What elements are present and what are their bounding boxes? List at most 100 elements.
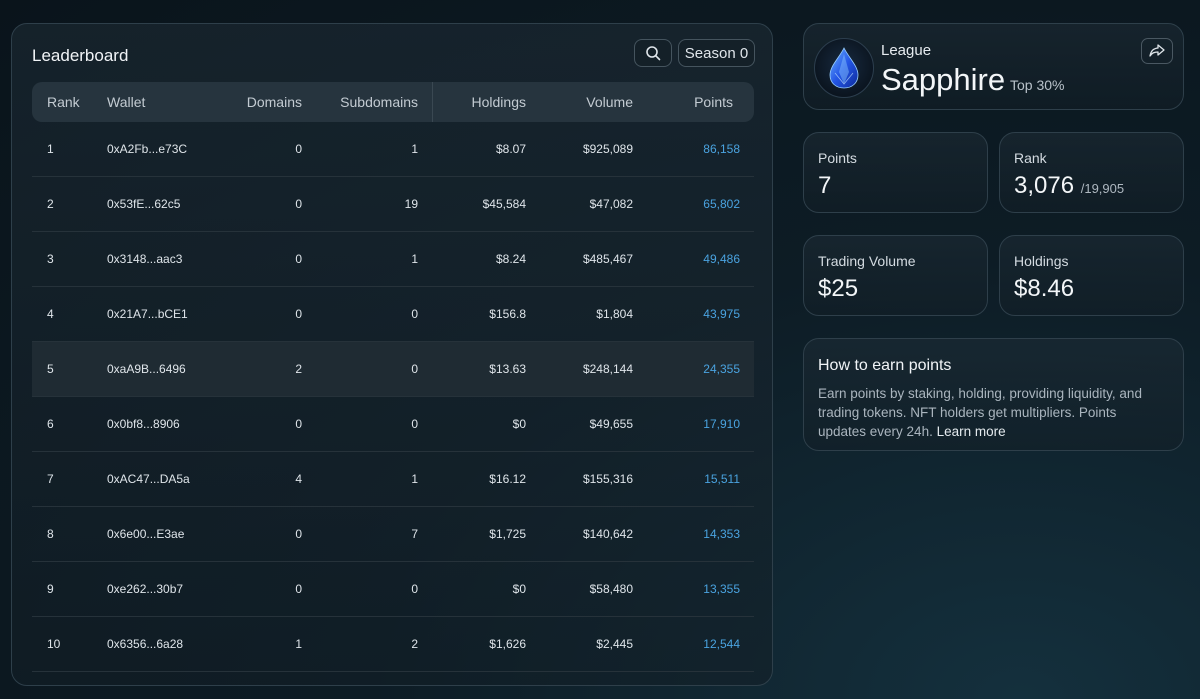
column-header-rank[interactable]: Rank (47, 94, 80, 110)
table-row[interactable]: 9 0xe262...30b7 0 0 $0 $58,480 13,355 (32, 562, 754, 617)
sapphire-gem-icon (814, 38, 874, 98)
column-header-volume[interactable]: Volume (586, 94, 633, 110)
volume-cell: $155,316 (582, 472, 633, 486)
leaderboard-title: Leaderboard (32, 46, 129, 65)
share-button[interactable] (1141, 38, 1173, 64)
domains-cell: 2 (295, 362, 302, 376)
rank-cell: 4 (47, 307, 54, 321)
volume-cell: $2,445 (596, 637, 633, 651)
holdings-card: Holdings $8.46 (999, 235, 1184, 316)
subdomains-cell: 0 (411, 307, 418, 321)
table-row[interactable]: 4 0x21A7...bCE1 0 0 $156.8 $1,804 43,975 (32, 287, 754, 342)
subdomains-cell: 1 (411, 252, 418, 266)
points-cell: 43,975 (703, 307, 740, 321)
domains-cell: 0 (295, 142, 302, 156)
wallet-cell: 0x53fE...62c5 (107, 197, 181, 211)
domains-cell: 0 (295, 417, 302, 431)
column-header-domains[interactable]: Domains (246, 94, 302, 110)
points-cell: 14,353 (703, 527, 740, 541)
earn-points-text: Earn points by staking, holding, providi… (818, 386, 1142, 439)
points-cell: 24,355 (703, 362, 740, 376)
rank-cell: 1 (47, 142, 54, 156)
rank-card: Rank 3,076 /19,905 (999, 132, 1184, 213)
holdings-cell: $1,626 (489, 637, 526, 651)
holdings-cell: $0 (512, 582, 526, 596)
holdings-cell: $156.8 (489, 307, 526, 321)
trading-volume-label: Trading Volume (818, 253, 916, 269)
rank-value-group: 3,076 /19,905 (1014, 172, 1124, 200)
learn-more-link[interactable]: Learn more (936, 424, 1006, 439)
rank-cell: 6 (47, 417, 54, 431)
subdomains-cell: 7 (411, 527, 418, 541)
domains-cell: 1 (295, 637, 302, 651)
wallet-cell: 0x6e00...E3ae (107, 527, 185, 541)
domains-cell: 0 (295, 307, 302, 321)
rank-cell: 5 (47, 362, 54, 376)
wallet-cell: 0xaA9B...6496 (107, 362, 186, 376)
points-cell: 49,486 (703, 252, 740, 266)
column-header-holdings[interactable]: Holdings (471, 94, 526, 110)
holdings-value: $8.46 (1014, 275, 1075, 302)
subdomains-cell: 1 (411, 472, 418, 486)
volume-cell: $248,144 (582, 362, 633, 376)
wallet-cell: 0xAC47...DA5a (107, 472, 190, 486)
domains-cell: 0 (295, 527, 302, 541)
rank-total: /19,905 (1080, 181, 1125, 196)
wallet-cell: 0x21A7...bCE1 (107, 307, 188, 321)
league-label: League (881, 42, 932, 59)
table-row[interactable]: 1 0xA2Fb...e73C 0 1 $8.07 $925,089 86,158 (32, 122, 754, 177)
search-button[interactable] (634, 39, 672, 67)
wallet-cell: 0x3148...aac3 (107, 252, 183, 266)
domains-cell: 4 (295, 472, 302, 486)
volume-cell: $485,467 (582, 252, 633, 266)
season-selector[interactable]: Season 0 (678, 39, 755, 67)
subdomains-cell: 0 (411, 582, 418, 596)
rank-cell: 8 (47, 527, 54, 541)
holdings-cell: $45,584 (482, 197, 526, 211)
rank-value: 3,076 (1014, 172, 1075, 199)
league-card: League Sapphire Top 30% (803, 23, 1184, 110)
wallet-cell: 0xe262...30b7 (107, 582, 184, 596)
points-cell: 86,158 (703, 142, 740, 156)
header-divider (432, 82, 433, 122)
column-header-subdomains[interactable]: Subdomains (340, 94, 418, 110)
column-header-points[interactable]: Points (694, 94, 733, 110)
volume-cell: $1,804 (596, 307, 633, 321)
holdings-cell: $1,725 (489, 527, 526, 541)
holdings-cell: $0 (512, 417, 526, 431)
league-name: Sapphire (881, 62, 1006, 97)
earn-points-card: How to earn points Earn points by stakin… (803, 338, 1184, 451)
trading-volume-card: Trading Volume $25 (803, 235, 988, 316)
volume-cell: $925,089 (582, 142, 633, 156)
trading-volume-value: $25 (818, 275, 859, 302)
rank-label: Rank (1014, 150, 1047, 166)
domains-cell: 0 (295, 197, 302, 211)
leaderboard-panel: Leaderboard Season 0 Rank Wallet Domains… (11, 23, 773, 686)
holdings-cell: $8.07 (495, 142, 526, 156)
table-row[interactable]: 2 0x53fE...62c5 0 19 $45,584 $47,082 65,802 (32, 177, 754, 232)
subdomains-cell: 2 (411, 637, 418, 651)
holdings-cell: $16.12 (489, 472, 526, 486)
search-icon (646, 46, 661, 61)
subdomains-cell: 19 (404, 197, 418, 211)
table-row[interactable]: 10 0x6356...6a28 1 2 $1,626 $2,445 12,544 (32, 617, 754, 672)
table-row[interactable]: 3 0x3148...aac3 0 1 $8.24 $485,467 49,486 (32, 232, 754, 287)
wallet-cell: 0x6356...6a28 (107, 637, 184, 651)
domains-cell: 0 (295, 582, 302, 596)
rank-cell: 7 (47, 472, 54, 486)
holdings-cell: $13.63 (489, 362, 526, 376)
rank-cell: 2 (47, 197, 54, 211)
volume-cell: $49,655 (589, 417, 633, 431)
share-icon (1149, 44, 1165, 57)
points-cell: 13,355 (703, 582, 740, 596)
points-cell: 65,802 (703, 197, 740, 211)
column-header-wallet[interactable]: Wallet (107, 94, 146, 110)
points-cell: 15,511 (704, 472, 740, 486)
table-row[interactable]: 7 0xAC47...DA5a 4 1 $16.12 $155,316 15,511 (32, 452, 754, 507)
earn-points-title: How to earn points (818, 357, 952, 374)
league-percentile: Top 30% (1010, 77, 1065, 93)
table-row[interactable]: 6 0x0bf8...8906 0 0 $0 $49,655 17,910 (32, 397, 754, 452)
holdings-cell: $8.24 (495, 252, 526, 266)
table-row[interactable]: 8 0x6e00...E3ae 0 7 $1,725 $140,642 14,353 (32, 507, 754, 562)
table-row[interactable]: 5 0xaA9B...6496 2 0 $13.63 $248,144 24,355 (32, 342, 754, 397)
